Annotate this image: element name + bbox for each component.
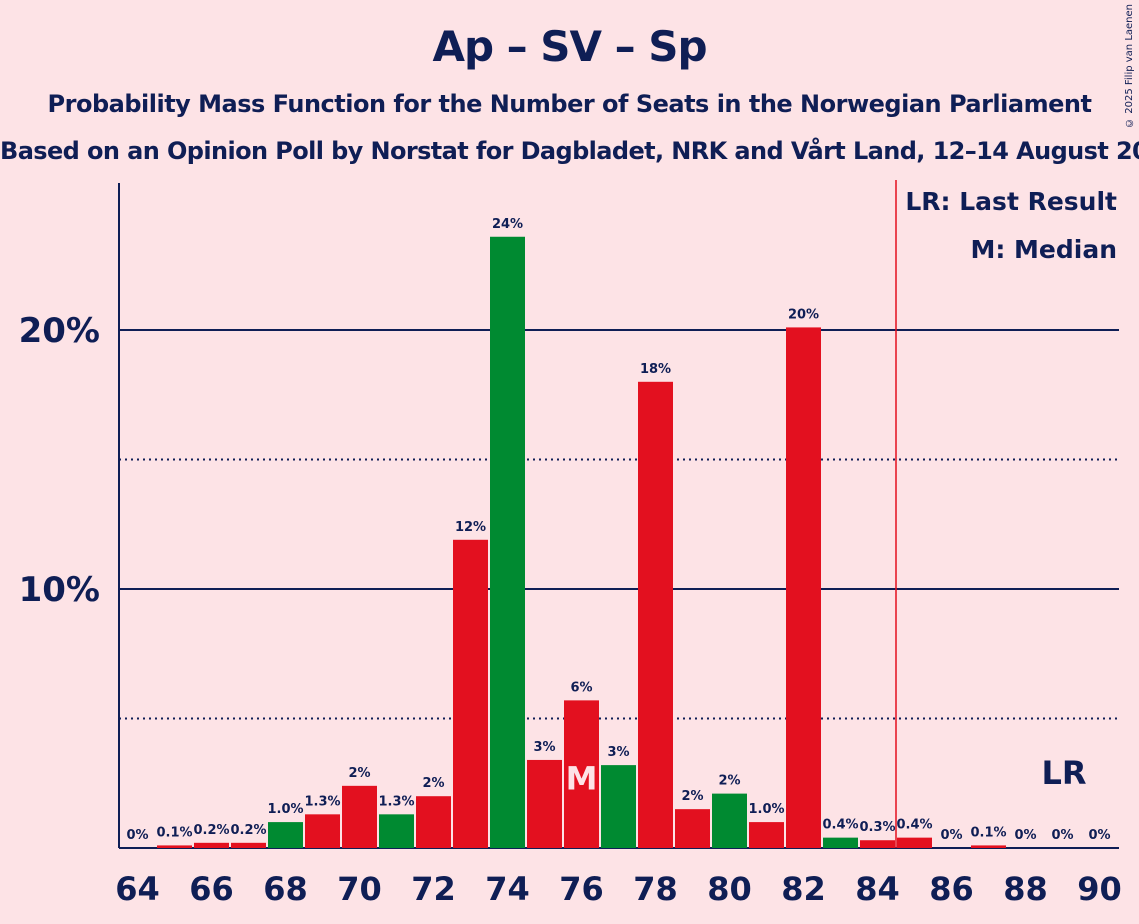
bar-seat-76 (564, 700, 599, 848)
bar-seat-87 (971, 845, 1006, 848)
x-tick-label: 90 (1077, 870, 1122, 908)
bar-seat-72 (416, 796, 451, 848)
bar-label-seat-67: 0.2% (230, 823, 266, 838)
x-tick-label: 86 (929, 870, 974, 908)
bar-label-seat-84: 0.3% (859, 820, 895, 835)
bar-label-seat-72: 2% (422, 776, 444, 791)
chart-title: Ap – SV – Sp (432, 22, 707, 71)
bar-seat-71 (379, 814, 414, 848)
x-tick-label: 64 (115, 870, 160, 908)
bar-seat-69 (305, 814, 340, 848)
bar-label-seat-74: 24% (492, 217, 523, 232)
x-tick-label: 70 (337, 870, 382, 908)
bars (157, 236, 1006, 848)
bar-seat-67 (231, 842, 266, 848)
x-tick-label: 80 (707, 870, 752, 908)
x-tick-label: 84 (855, 870, 900, 908)
bar-label-seat-69: 1.3% (304, 794, 340, 809)
bar-label-seat-70: 2% (348, 766, 370, 781)
legend-last-result: LR: Last Result (905, 187, 1117, 216)
x-tick-label: 82 (781, 870, 826, 908)
bar-seat-73 (453, 539, 488, 848)
bar-label-seat-64: 0% (126, 828, 148, 843)
bar-label-seat-75: 3% (533, 740, 555, 755)
chart-subtitle: Probability Mass Function for the Number… (47, 90, 1092, 118)
axis-tick-labels: 10% 20% 64 66 68 70 72 74 76 78 80 82 84 86 88 90 (19, 311, 1122, 908)
chart-markers: M LR LR: Last Result M: Median (566, 180, 1117, 848)
bar-seat-79 (675, 809, 710, 848)
bar-seat-74 (490, 236, 525, 848)
bar-seat-83 (823, 837, 858, 848)
x-tick-label: 68 (263, 870, 308, 908)
x-tick-label: 78 (633, 870, 678, 908)
bar-seat-77 (601, 765, 636, 848)
bar-label-seat-88: 0% (1014, 828, 1036, 843)
bar-label-seat-77: 3% (607, 745, 629, 760)
bar-value-labels: 0% 0.1% 0.2% 0.2%1.0%1.3%2%1.3%2%12%24%3%6%… (126, 217, 1110, 843)
bar-label-seat-82: 20% (788, 307, 819, 322)
y-tick-label: 10% (19, 570, 100, 610)
bar-label-seat-65: 0.1% (156, 825, 192, 840)
bar-seat-81 (749, 822, 784, 848)
bar-label-seat-87: 0.1% (970, 825, 1006, 840)
bar-seat-70 (342, 785, 377, 848)
bar-seat-84 (860, 840, 895, 848)
chart-source-line: Based on an Opinion Poll by Norstat for … (0, 137, 1139, 165)
x-tick-label: 88 (1003, 870, 1048, 908)
bar-seat-80 (712, 793, 747, 848)
bar-label-seat-83: 0.4% (822, 818, 858, 833)
bar-label-seat-81: 1.0% (748, 802, 784, 817)
x-tick-label: 76 (559, 870, 604, 908)
bar-label-seat-78: 18% (640, 362, 671, 377)
median-marker: M (566, 759, 598, 797)
bar-label-seat-85: 0.4% (896, 818, 932, 833)
bar-label-seat-79: 2% (681, 789, 703, 804)
bar-label-seat-76: 6% (570, 680, 592, 695)
x-tick-label: 72 (411, 870, 456, 908)
bar-label-seat-89: 0% (1051, 828, 1073, 843)
bar-label-seat-73: 12% (455, 520, 486, 535)
last-result-marker: LR (1041, 754, 1086, 792)
bar-seat-66 (194, 842, 229, 848)
bar-label-seat-68: 1.0% (267, 802, 303, 817)
bar-label-seat-71: 1.3% (378, 794, 414, 809)
bar-label-seat-66: 0.2% (193, 823, 229, 838)
bar-seat-85 (897, 837, 932, 848)
legend-median: M: Median (970, 235, 1117, 264)
bar-label-seat-86: 0% (940, 828, 962, 843)
bar-seat-78 (638, 381, 673, 848)
bar-seat-82 (786, 327, 821, 848)
x-tick-label: 74 (485, 870, 530, 908)
y-tick-label: 20% (19, 311, 100, 351)
bar-label-seat-90: 0% (1088, 828, 1110, 843)
bar-seat-65 (157, 845, 192, 848)
x-tick-label: 66 (189, 870, 234, 908)
bar-seat-68 (268, 822, 303, 848)
bar-label-seat-80: 2% (718, 774, 740, 789)
bar-seat-75 (527, 759, 562, 848)
